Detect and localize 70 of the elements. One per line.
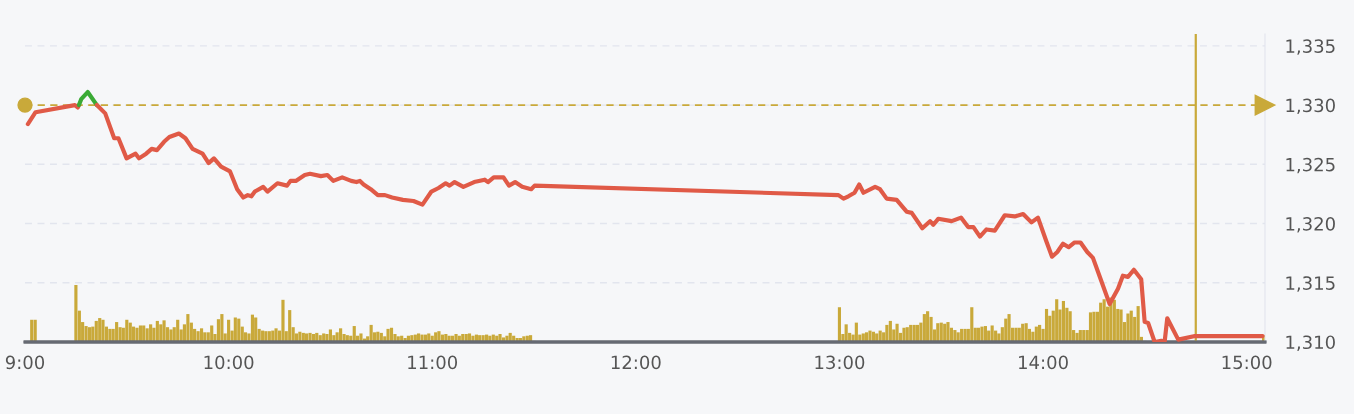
bar (101, 319, 105, 342)
bar (888, 320, 892, 342)
bar (186, 314, 190, 342)
bar (895, 323, 899, 342)
bar (1129, 310, 1133, 342)
bar (352, 326, 356, 342)
y-tick-label: 1,330 (1286, 98, 1335, 115)
bar (1119, 309, 1123, 342)
x-tick-label: 12:00 (611, 355, 661, 370)
bar (288, 310, 292, 342)
bar (94, 320, 98, 342)
x-tick-label: 14:00 (1019, 355, 1068, 370)
bar (328, 329, 332, 342)
bar (1007, 314, 1011, 342)
bar (138, 325, 143, 342)
bar (359, 333, 363, 342)
bar (1099, 302, 1103, 342)
bar (1136, 306, 1140, 342)
bar (30, 319, 34, 342)
bar (210, 325, 214, 342)
bar (868, 330, 872, 342)
bar (1055, 299, 1059, 342)
y-tick-label: 1,335 (1286, 39, 1335, 55)
bar (115, 322, 119, 342)
bar (176, 319, 180, 342)
bar (159, 324, 163, 342)
bar (1092, 311, 1096, 342)
line-series (94, 102, 1265, 342)
bar (970, 307, 974, 342)
bar (98, 318, 102, 342)
bar (233, 317, 237, 342)
bar (74, 285, 78, 342)
bar (281, 299, 285, 342)
bar (84, 326, 88, 342)
bar (162, 320, 166, 342)
line-series (25, 102, 82, 127)
bar (990, 325, 994, 342)
bar (980, 326, 984, 342)
bar (1068, 311, 1072, 342)
bar (142, 325, 146, 342)
bar (983, 326, 988, 342)
bar (1126, 313, 1130, 342)
x-tick-label: 13:00 (815, 355, 865, 370)
bar (33, 319, 37, 342)
bar (1061, 300, 1065, 342)
bar (227, 319, 231, 342)
y-tick-label: 1,325 (1286, 157, 1335, 174)
bar (1088, 312, 1093, 342)
bar (155, 320, 159, 342)
bar (250, 314, 255, 342)
bar (135, 327, 139, 342)
bar (1102, 299, 1106, 342)
y-tick-label: 1,310 (1286, 335, 1335, 351)
bar (922, 314, 926, 342)
bar (926, 311, 930, 342)
bar (220, 314, 224, 342)
y-tick-label: 1,320 (1286, 217, 1335, 233)
bar (837, 307, 842, 342)
x-tick-label: 10:00 (204, 355, 254, 370)
bar (254, 317, 258, 342)
x-tick-label: 11:00 (408, 355, 458, 370)
bar (1044, 308, 1049, 342)
x-tick-label: 15:00 (1222, 355, 1272, 370)
bar (339, 328, 343, 342)
bar (145, 328, 149, 342)
bar (199, 328, 204, 342)
x-tick-label: 9:00 (5, 355, 45, 370)
bar (844, 324, 848, 342)
y-tick-label: 1,315 (1286, 276, 1335, 292)
bar (386, 328, 390, 342)
